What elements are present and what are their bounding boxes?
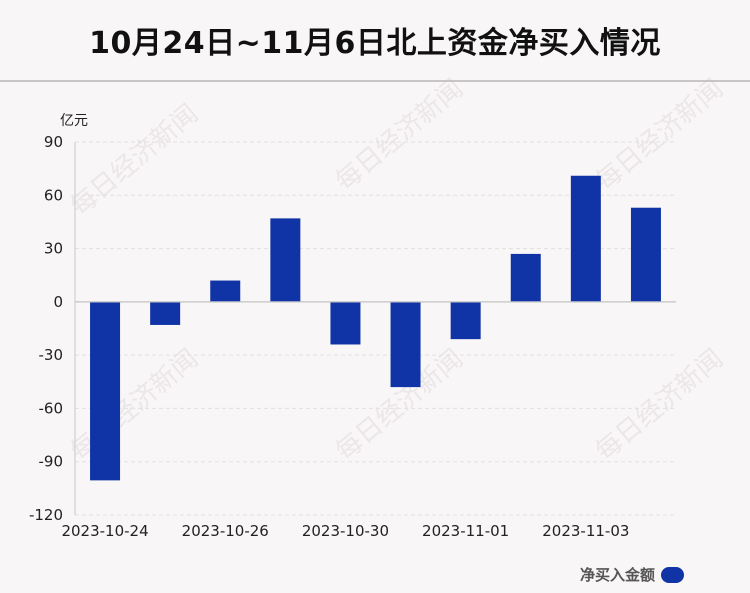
title-divider [0, 80, 750, 82]
bar-2023-10-26 [210, 280, 241, 302]
legend: 净买入金额 [580, 564, 684, 585]
bars [90, 175, 661, 481]
bar-2023-10-27 [270, 218, 301, 302]
legend-swatch [661, 566, 684, 583]
bar-2023-10-24 [90, 301, 121, 481]
bar-2023-10-31 [390, 301, 421, 388]
y-tick-label: -60 [39, 399, 64, 417]
y-axis-ticks: 90 60 30 0 -30 -60 -90 -120 [29, 133, 63, 524]
y-tick-label: 90 [44, 133, 63, 151]
x-tick-label: 2023-11-03 [542, 522, 629, 540]
bar-2023-11-02 [510, 253, 541, 302]
y-tick-label: -120 [29, 506, 63, 524]
y-tick-label: -90 [39, 453, 64, 471]
x-tick-label: 2023-10-26 [182, 522, 269, 540]
x-tick-label: 2023-11-01 [422, 522, 509, 540]
legend-label: 净买入金额 [579, 566, 655, 584]
bar-2023-10-30 [330, 301, 361, 345]
y-tick-label: -30 [39, 346, 64, 364]
y-unit-label: 亿元 [60, 113, 88, 129]
x-axis-ticks: 2023-10-24 2023-10-26 2023-10-30 2023-11-01… [61, 522, 629, 540]
y-tick-label: 0 [53, 293, 63, 311]
bar-2023-11-01 [450, 301, 481, 340]
y-tick-label: 30 [44, 240, 63, 258]
x-tick-label: 2023-10-30 [302, 522, 389, 540]
bar-2023-10-25 [150, 301, 181, 325]
y-tick-label: 60 [44, 186, 63, 204]
page-title: 10月24日~11月6日北上资金净买入情况 [89, 26, 661, 61]
x-tick-label: 2023-10-24 [61, 522, 148, 540]
bar-2023-11-03 [570, 175, 601, 302]
bar-2023-11-06 [630, 207, 661, 302]
